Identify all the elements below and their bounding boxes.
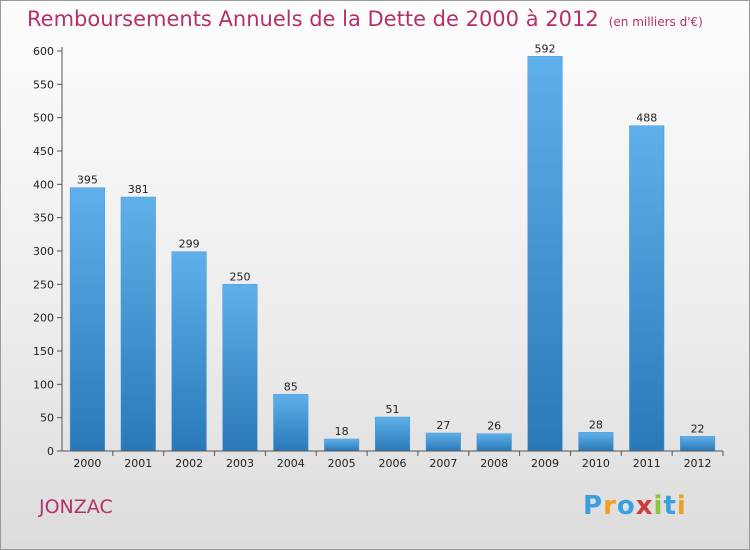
data-label-2012: 22 [691,422,705,435]
y-tick-label: 300 [33,245,54,258]
bar-2002 [171,251,207,452]
y-tick-label: 50 [40,412,54,425]
bar-2011 [629,125,665,452]
y-tick-label: 550 [33,78,54,91]
logo-letter: o [616,491,636,521]
commune-name: JONZAC [39,496,113,518]
data-label-2007: 27 [436,419,450,432]
logo-letter: r [603,491,617,521]
x-axis: 2000 2001 2002 2003 2004 2005 2006 2007 2008 2009… [62,450,724,470]
bar-2001 [120,196,156,452]
y-tick-label: 200 [33,312,54,325]
x-tick-label-2012: 2012 [684,457,712,470]
x-tick-label-2000: 2000 [73,457,101,470]
bar-2004 [273,394,309,452]
chart-title: Remboursements Annuels de la Dette de 20… [27,7,703,31]
bar-2005 [324,438,360,452]
x-tick-label-2002: 2002 [175,457,203,470]
data-label-2011: 488 [636,112,657,125]
y-tick-label: 350 [33,212,54,225]
data-label-2001: 381 [128,183,149,196]
data-label-2002: 299 [179,238,200,251]
logo-letter: x [635,491,654,521]
data-label-2005: 18 [335,425,349,438]
x-tick-label-2003: 2003 [226,457,254,470]
x-tick-label-2009: 2009 [531,457,559,470]
y-tick-label: 400 [33,178,54,191]
chart-subtitle: (en milliers d'€) [608,15,703,29]
bar-2000 [69,187,105,452]
title-text: Remboursements Annuels de la Dette de 20… [27,7,599,31]
x-tick-label-2004: 2004 [277,457,305,470]
y-tick-label: 250 [33,278,54,291]
logo-letter: P [583,491,604,521]
bar-2008 [476,433,512,452]
x-tick-label-2005: 2005 [328,457,356,470]
x-tick-label-2011: 2011 [633,457,661,470]
bar-2007 [425,432,461,452]
data-label-2000: 395 [77,174,98,187]
bar-2009 [527,56,563,452]
bar-2010 [578,432,614,452]
logo-letter: i [653,491,664,521]
data-label-2010: 28 [589,418,603,431]
x-tick-label-2001: 2001 [124,457,152,470]
proxiti-logo: Proxiti [583,491,687,521]
x-tick-label-2008: 2008 [480,457,508,470]
data-label-2008: 26 [487,420,501,433]
x-tick-label-2010: 2010 [582,457,610,470]
bar-2006 [374,416,411,452]
data-label-2003: 250 [229,270,250,283]
data-label-2009: 592 [535,42,556,55]
y-tick-label: 450 [33,145,54,158]
y-axis: 0 50 100 150 200 250 300 350 400 450 500 550 600 [33,45,63,458]
bar-2003 [222,284,258,452]
logo-letter: i [676,491,687,521]
y-tick-label: 0 [47,445,54,458]
y-tick-label: 100 [33,378,54,391]
x-tick-label-2007: 2007 [429,457,457,470]
y-tick-label: 150 [33,345,54,358]
y-tick-label: 500 [33,112,54,125]
data-label-2006: 51 [386,403,400,416]
bar-2012 [680,436,716,452]
logo-letter: t [663,491,677,521]
y-tick-label: 600 [33,45,54,58]
x-tick-label-2006: 2006 [379,457,407,470]
data-label-2004: 85 [284,380,298,393]
bars: 395 381 299 250 85 18 51 27 26 592 28 488 22 [69,42,716,452]
